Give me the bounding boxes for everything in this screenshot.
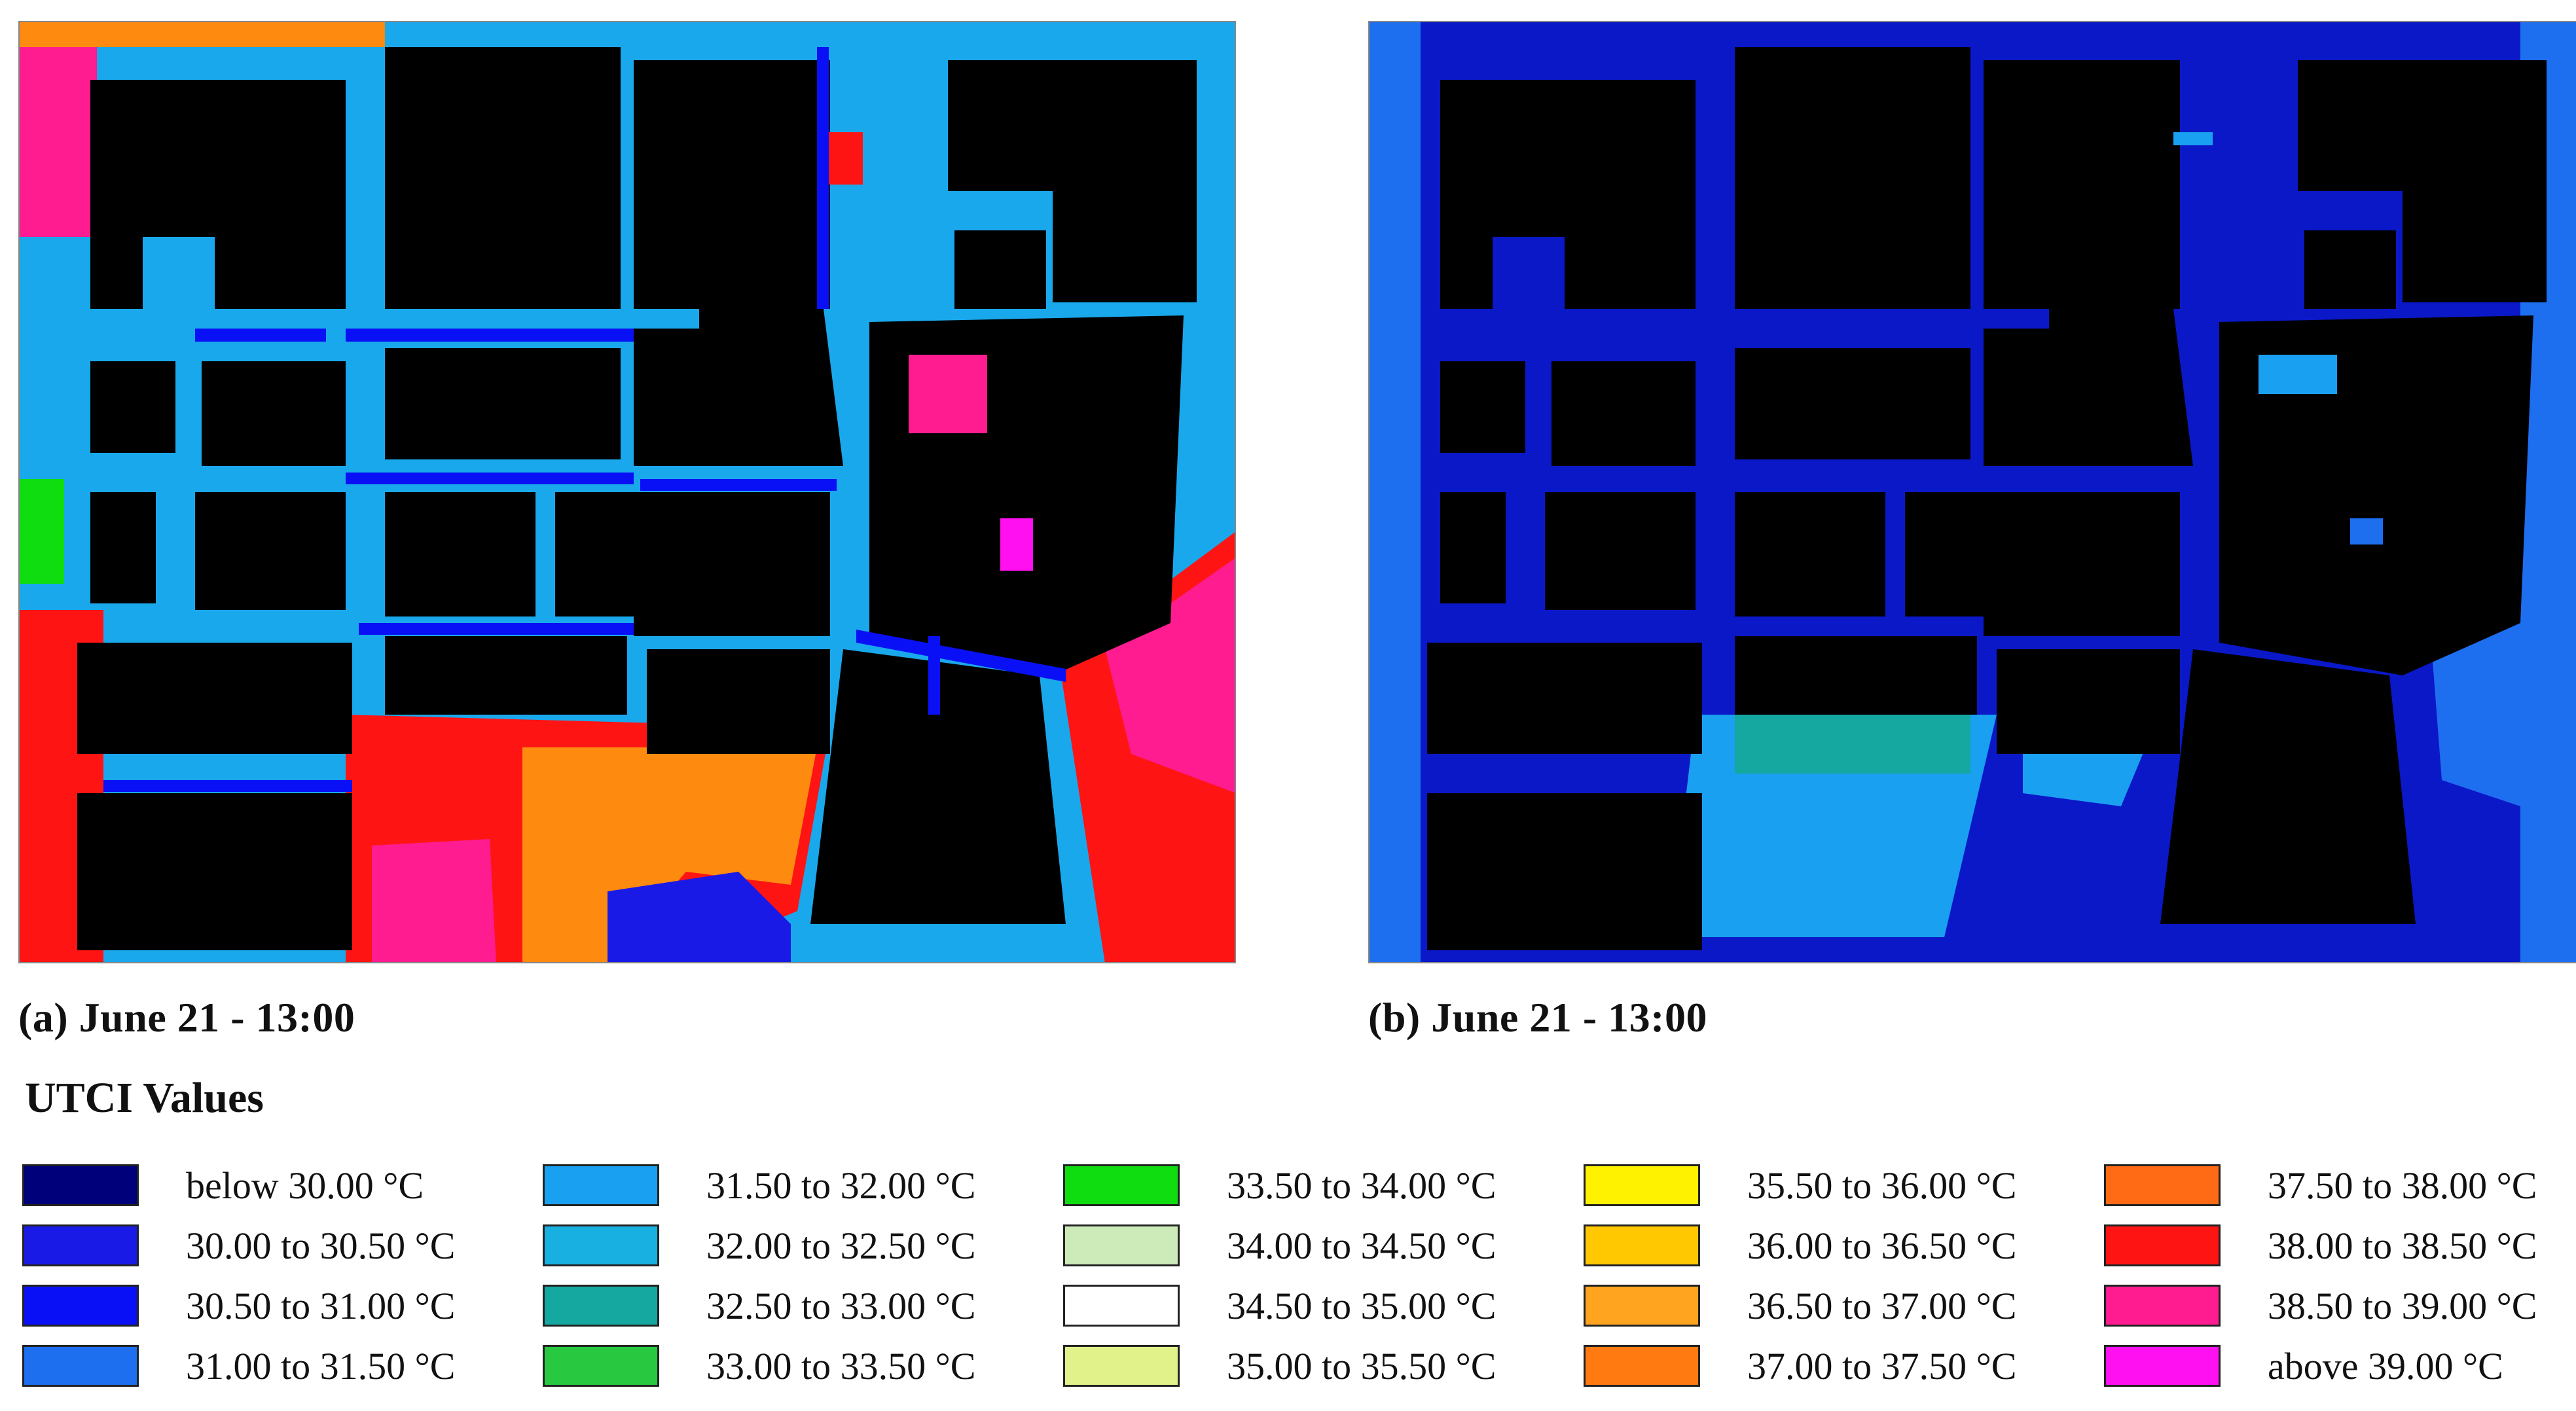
teal-patch-south — [1735, 715, 1970, 774]
legend-swatch — [2104, 1164, 2221, 1206]
legend-label: 30.00 to 30.50 °C — [186, 1224, 456, 1267]
legend-item: 37.50 to 38.00 °C — [2104, 1155, 2576, 1215]
legend-swatch — [1063, 1345, 1180, 1387]
legend-item: 35.00 to 35.50 °C — [1063, 1336, 1584, 1396]
legend-label: 36.00 to 36.50 °C — [1747, 1224, 2017, 1267]
legend-item: 36.00 to 36.50 °C — [1584, 1215, 2104, 1276]
warm-zone-south-plaza — [522, 747, 817, 963]
very-hot-zone-se — [1105, 558, 1236, 793]
hot-spot-north — [824, 132, 863, 185]
legend-swatch — [1063, 1164, 1180, 1206]
warm-strip-north — [18, 21, 385, 47]
legend-item: above 39.00 °C — [2104, 1336, 2576, 1396]
cool-patch-south — [608, 872, 791, 963]
legend-label: 31.50 to 32.00 °C — [706, 1164, 976, 1207]
legend-swatch — [1584, 1224, 1700, 1266]
legend-label: 30.50 to 31.00 °C — [186, 1284, 456, 1327]
legend-swatch — [22, 1224, 139, 1266]
legend-item: 36.50 to 37.00 °C — [1584, 1276, 2104, 1336]
legend-swatch — [543, 1345, 659, 1387]
legend-swatch — [1584, 1285, 1700, 1327]
legend-item: below 30.00 °C — [22, 1155, 543, 1215]
legend-swatch — [22, 1164, 139, 1206]
cool-spot-north — [2173, 132, 2213, 145]
legend-label: 33.50 to 34.00 °C — [1227, 1164, 1497, 1207]
legend-item: 30.50 to 31.00 °C — [22, 1276, 543, 1336]
legend-swatch — [22, 1345, 139, 1387]
legend-swatch — [2104, 1224, 2221, 1266]
cool-strip-west — [1368, 21, 1421, 963]
legend-swatch — [1584, 1164, 1700, 1206]
legend-label: 32.50 to 33.00 °C — [706, 1284, 976, 1327]
utci-map-panel-a — [18, 21, 1236, 963]
legend-item: 34.50 to 35.00 °C — [1063, 1276, 1584, 1336]
legend-item: 30.00 to 30.50 °C — [22, 1215, 543, 1276]
legend-label: 37.50 to 38.00 °C — [2268, 1164, 2537, 1207]
legend-label: 31.00 to 31.50 °C — [186, 1344, 456, 1387]
legend-title: UTCI Values — [25, 1074, 264, 1122]
utci-map-b — [1368, 21, 2576, 963]
map-frame — [18, 21, 1236, 963]
green-patch-west — [18, 479, 64, 584]
buildings — [1427, 47, 2547, 950]
legend-label: 35.50 to 36.00 °C — [1747, 1164, 2017, 1207]
very-hot-zone-south — [372, 839, 496, 963]
legend-swatch — [1063, 1224, 1180, 1266]
legend-swatch — [543, 1285, 659, 1327]
legend-item: 34.00 to 34.50 °C — [1063, 1215, 1584, 1276]
legend-swatch — [2104, 1285, 2221, 1327]
legend-swatch — [1584, 1345, 1700, 1387]
legend-item: 31.00 to 31.50 °C — [22, 1336, 543, 1396]
map-frame — [1368, 21, 2576, 963]
legend-item: 35.50 to 36.00 °C — [1584, 1155, 2104, 1215]
legend-label: 36.50 to 37.00 °C — [1747, 1284, 2017, 1327]
legend-label: 34.50 to 35.00 °C — [1227, 1284, 1497, 1327]
utci-map-panel-b — [1368, 21, 2576, 963]
legend-label: 38.00 to 38.50 °C — [2268, 1224, 2537, 1267]
legend-swatch — [543, 1164, 659, 1206]
legend-item: 38.50 to 39.00 °C — [2104, 1276, 2576, 1336]
legend: below 30.00 °C 30.00 to 30.50 °C 30.50 to … — [22, 1155, 2576, 1396]
legend-label: 38.50 to 39.00 °C — [2268, 1284, 2537, 1327]
shaded-streets — [103, 47, 1066, 792]
utci-map-a — [18, 21, 1236, 963]
legend-swatch — [2104, 1345, 2221, 1387]
legend-label: 34.00 to 34.50 °C — [1227, 1224, 1497, 1267]
legend-item: 33.50 to 34.00 °C — [1063, 1155, 1584, 1215]
legend-item: 38.00 to 38.50 °C — [2104, 1215, 2576, 1276]
legend-label: below 30.00 °C — [186, 1164, 424, 1207]
hot-spot-small — [1000, 518, 1033, 571]
hot-zone-nw — [18, 21, 97, 237]
legend-item: 31.50 to 32.00 °C — [543, 1155, 1063, 1215]
legend-label: 37.00 to 37.50 °C — [1747, 1344, 2017, 1387]
legend-swatch — [22, 1285, 139, 1327]
cool-spot-small — [2350, 518, 2383, 545]
legend-item: 33.00 to 33.50 °C — [543, 1336, 1063, 1396]
cool-spot-courtyard — [2259, 355, 2337, 394]
legend-swatch — [1063, 1285, 1180, 1327]
legend-item: 32.50 to 33.00 °C — [543, 1276, 1063, 1336]
legend-item: 32.00 to 32.50 °C — [543, 1215, 1063, 1276]
legend-item: 37.00 to 37.50 °C — [1584, 1336, 2104, 1396]
panel-b-caption: (b) June 21 - 13:00 — [1368, 994, 1707, 1041]
legend-label: 33.00 to 33.50 °C — [706, 1344, 976, 1387]
legend-label: 35.00 to 35.50 °C — [1227, 1344, 1497, 1387]
legend-label: 32.00 to 32.50 °C — [706, 1224, 976, 1267]
panel-a-caption: (a) June 21 - 13:00 — [18, 994, 355, 1041]
legend-label: above 39.00 °C — [2268, 1344, 2503, 1387]
legend-swatch — [543, 1224, 659, 1266]
hot-spot-courtyard — [909, 355, 987, 433]
